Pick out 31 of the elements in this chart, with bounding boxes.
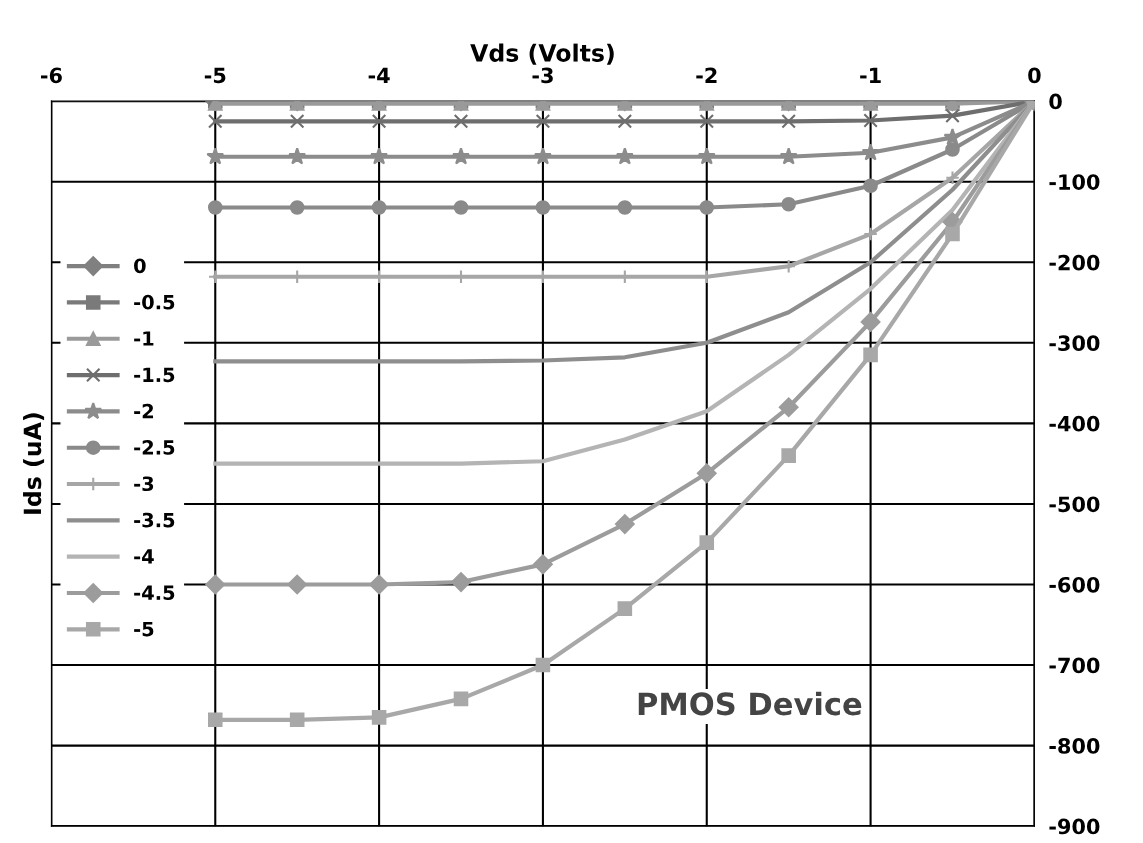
y-tick-label: -300 [1049, 335, 1100, 352]
y-axis-title: Ids (uA) [23, 413, 45, 514]
y-tick-label: -900 [1049, 818, 1100, 835]
y-tick-label: -600 [1049, 576, 1100, 593]
x-tick-label: -4 [368, 67, 390, 83]
y-tick-label: -200 [1049, 254, 1100, 271]
y-tick-label: -800 [1049, 738, 1100, 754]
x-tick-label: -1 [860, 67, 881, 83]
x-axis-title: Vds (Volts) [470, 43, 614, 65]
legend-label: -1.5 [134, 367, 175, 383]
x-tick-label: 0 [1028, 67, 1041, 84]
legend-label: -2.5 [134, 440, 175, 455]
y-tick-label: -100 [1049, 174, 1100, 190]
x-tick-label: -6 [40, 67, 62, 84]
annotation: PMOS Device [638, 691, 862, 716]
legend-label: -4 [134, 549, 154, 564]
legend-label: 0 [134, 258, 146, 274]
legend-label: -2 [134, 403, 154, 419]
y-tick-label: -700 [1049, 657, 1100, 674]
legend-label: -0.5 [134, 294, 175, 310]
y-tick-label: 0 [1049, 93, 1062, 110]
x-tick-label: -5 [204, 67, 226, 84]
y-tick-label: -500 [1049, 496, 1100, 513]
x-tick-label: -2 [696, 67, 717, 83]
legend-label: -3.5 [134, 512, 175, 528]
legend-label: -1 [134, 331, 154, 346]
legend-label: -3 [134, 476, 154, 492]
y-tick-label: -400 [1049, 415, 1100, 432]
legend-label: -4.5 [134, 585, 175, 601]
x-tick-label: -3 [532, 67, 553, 84]
legend-label: -5 [134, 621, 154, 637]
